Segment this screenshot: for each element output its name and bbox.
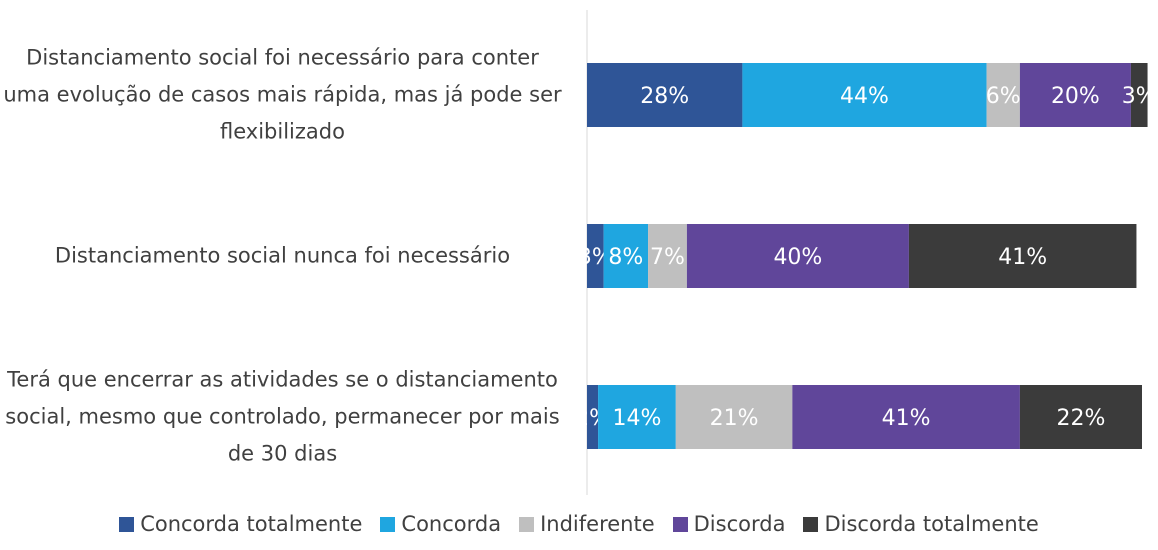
bar-segment [603,224,649,288]
bar-segment [742,63,987,127]
value-label: 41% [998,245,1047,270]
value-label: 3% [1122,84,1157,109]
value-label: 21% [710,406,759,431]
value-label: 20% [1051,84,1100,109]
value-label: 40% [773,245,822,270]
bar-segment [986,63,1020,127]
bar-segment [648,224,687,288]
legend-item: Indiferente [519,512,655,536]
legend-label: Concorda totalmente [140,512,363,536]
value-label: 6% [986,84,1021,109]
bar-segment [908,224,1137,288]
legend-swatch [119,516,135,532]
legend-item: Discorda [672,512,786,536]
value-label: 8% [608,245,643,270]
legend-label: Concorda [401,512,502,536]
value-label: 7% [650,245,685,270]
legend-swatch [519,516,535,532]
bar-segment [686,224,909,288]
category-label: Distanciamento social foi necessário par… [3,45,562,144]
bar-segment [598,385,676,449]
legend-item: Concorda totalmente [119,512,362,536]
value-label: 28% [640,84,689,109]
bar-segment [792,385,1020,449]
legend-swatch [672,516,688,532]
value-label: 44% [840,84,889,109]
bar-segment [587,385,599,449]
value-label: 14% [612,406,661,431]
bar-segment [675,385,793,449]
legend: Concorda totalmente Concorda Indiferente Di… [0,512,1158,536]
legend-swatch [803,516,819,532]
bar-segment [587,224,604,288]
bar-segment [1019,385,1142,449]
category-label: Distanciamento social nunca foi necessár… [54,243,511,268]
legend-label: Discorda totalmente [824,512,1039,536]
bar-segment [1019,63,1131,127]
legend-label: Discorda [693,512,786,536]
legend-item: Concorda [380,512,501,536]
legend-label: Indiferente [540,512,655,536]
legend-swatch [380,516,396,532]
legend-item: Discorda totalmente [803,512,1039,536]
value-label: 22% [1056,406,1105,431]
bar-segment [1130,63,1148,127]
bar-segment [587,63,743,127]
category-label: Terá que encerrar as atividades se o dis… [5,367,560,466]
value-label: 41% [882,406,931,431]
